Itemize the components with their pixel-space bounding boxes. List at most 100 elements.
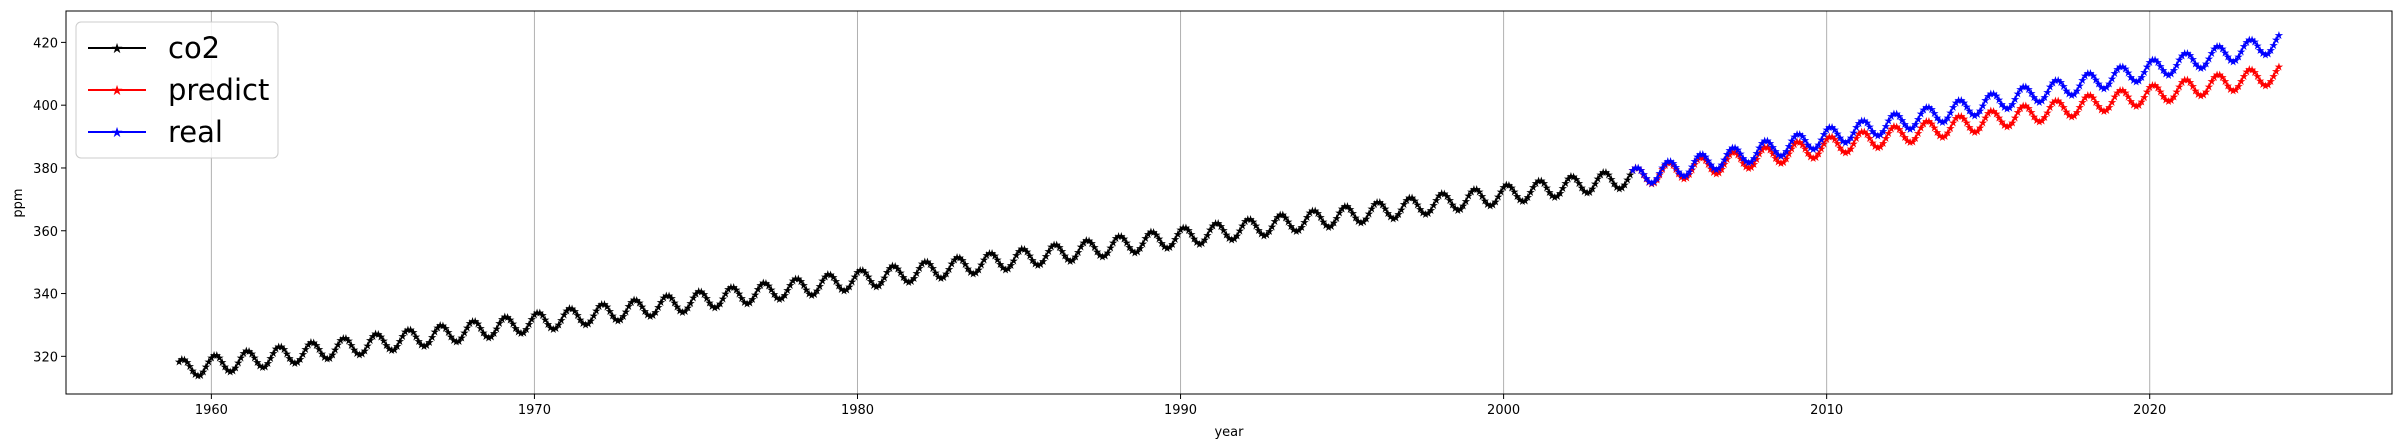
point-co2: ★: [1351, 211, 1361, 224]
point-co2: ★: [209, 349, 219, 362]
point-co2: ★: [355, 348, 365, 361]
point-co2: ★: [422, 339, 432, 352]
series-line-co2: [178, 169, 1634, 377]
point-predict: ★: [2018, 99, 2028, 112]
point-co2: ★: [1421, 208, 1431, 221]
point-real: ★: [1975, 105, 1985, 118]
point-co2: ★: [1057, 245, 1067, 258]
point-real: ★: [1803, 138, 1813, 151]
point-co2: ★: [1286, 220, 1296, 233]
point-co2: ★: [874, 279, 884, 292]
point-co2: ★: [931, 267, 941, 280]
point-co2: ★: [896, 266, 906, 279]
point-co2: ★: [398, 330, 408, 343]
point-co2: ★: [271, 343, 281, 356]
point-co2: ★: [322, 353, 332, 366]
point-predict: ★: [1913, 127, 1923, 140]
point-co2: ★: [193, 370, 203, 383]
point-co2: ★: [1036, 258, 1046, 271]
point-co2: ★: [468, 315, 478, 328]
point-co2: ★: [1359, 216, 1369, 229]
point-co2: ★: [1111, 232, 1121, 245]
point-co2: ★: [616, 313, 626, 326]
point-co2: ★: [879, 271, 889, 284]
point-co2: ★: [1555, 187, 1565, 200]
point-predict: ★: [1857, 125, 1867, 138]
point-predict: ★: [1948, 117, 1958, 130]
point-co2: ★: [621, 305, 631, 318]
point-predict: ★: [2188, 80, 2198, 93]
point-co2: ★: [1596, 168, 1606, 181]
point-real: ★: [1970, 109, 1980, 122]
point-co2: ★: [713, 301, 723, 314]
point-real: ★: [1690, 155, 1700, 168]
point-real: ★: [1668, 157, 1678, 170]
point-co2: ★: [521, 323, 531, 336]
point-real: ★: [2110, 67, 2120, 80]
point-real: ★: [2261, 49, 2271, 62]
point-real: ★: [1884, 114, 1894, 127]
point-predict: ★: [1765, 144, 1775, 157]
point-real: ★: [1806, 142, 1816, 155]
point-predict: ★: [2061, 105, 2071, 118]
point-co2: ★: [314, 343, 324, 356]
point-co2: ★: [260, 360, 270, 373]
point-co2: ★: [311, 339, 321, 352]
point-co2: ★: [233, 356, 243, 369]
point-co2: ★: [1194, 238, 1204, 251]
point-co2: ★: [177, 353, 187, 366]
point-co2: ★: [1127, 245, 1137, 258]
point-co2: ★: [1609, 177, 1619, 190]
point-predict: ★: [2002, 121, 2012, 134]
point-real: ★: [1628, 164, 1638, 177]
point-co2: ★: [893, 262, 903, 275]
point-co2: ★: [368, 330, 378, 343]
point-predict: ★: [1975, 122, 1985, 135]
point-co2: ★: [581, 319, 591, 332]
point-co2: ★: [1566, 170, 1576, 183]
point-real: ★: [2180, 47, 2190, 60]
point-real: ★: [1991, 90, 2001, 103]
point-co2: ★: [392, 340, 402, 353]
point-co2: ★: [1098, 251, 1108, 264]
point-co2: ★: [231, 361, 241, 374]
point-predict: ★: [2199, 89, 2209, 102]
point-predict: ★: [1660, 159, 1670, 172]
point-co2: ★: [1186, 228, 1196, 241]
point-co2: ★: [731, 284, 741, 297]
point-real: ★: [1943, 111, 1953, 124]
point-predict: ★: [2263, 78, 2273, 91]
point-co2: ★: [1418, 206, 1428, 219]
point-co2: ★: [241, 345, 251, 358]
y-tick-label-360: 360: [33, 225, 58, 240]
point-co2: ★: [1133, 245, 1143, 258]
point-predict: ★: [1946, 122, 1956, 135]
point-co2: ★: [282, 347, 292, 360]
point-real: ★: [2005, 101, 2015, 114]
point-predict: ★: [2037, 115, 2047, 128]
point-co2: ★: [470, 315, 480, 328]
point-predict: ★: [2080, 91, 2090, 104]
point-predict: ★: [1827, 131, 1837, 144]
point-co2: ★: [597, 298, 607, 311]
point-predict: ★: [2207, 75, 2217, 88]
x-tick-label-2020: 2020: [2133, 403, 2166, 418]
point-co2: ★: [809, 288, 819, 301]
point-co2: ★: [1569, 170, 1579, 183]
point-co2: ★: [618, 310, 628, 323]
point-co2: ★: [734, 288, 744, 301]
point-real: ★: [2051, 74, 2061, 87]
point-real: ★: [1865, 121, 1875, 134]
point-co2: ★: [215, 352, 225, 365]
point-predict: ★: [2196, 90, 2206, 103]
point-co2: ★: [443, 326, 453, 339]
point-co2: ★: [667, 292, 677, 305]
point-co2: ★: [1558, 182, 1568, 195]
point-co2: ★: [1612, 181, 1622, 194]
series-co2: ★ ★ ★ ★ ★ ★ ★ ★ ★ ★ ★ ★ ★ ★ ★ ★ ★ ★ ★ ★ ★ ★ ★ ★ ★ ★ ★ ★ ★ ★ ★ ★ ★ ★ ★ ★ ★ ★ ★ ★…: [174, 164, 1638, 383]
point-real: ★: [1964, 105, 1974, 118]
point-real: ★: [1937, 116, 1947, 129]
point-real: ★: [2013, 87, 2023, 100]
point-predict: ★: [1972, 125, 1982, 138]
point-real: ★: [2118, 60, 2128, 73]
